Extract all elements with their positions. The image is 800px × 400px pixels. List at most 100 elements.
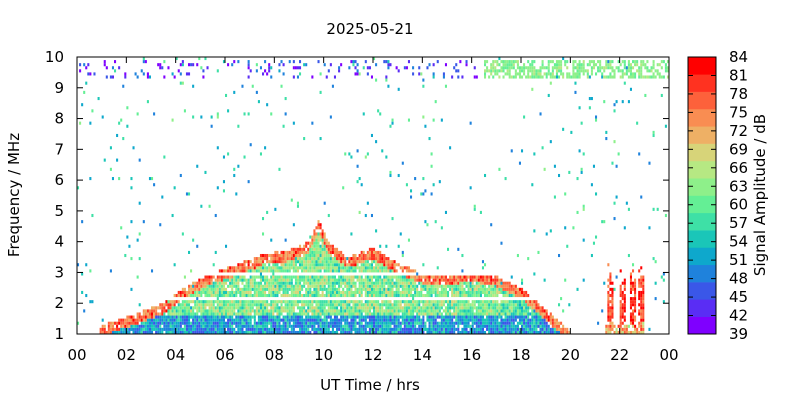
heatmap-cell: [144, 315, 147, 319]
heatmap-cell: [504, 281, 507, 285]
heatmap-cell: [453, 303, 456, 307]
heatmap-cell: [225, 293, 228, 298]
heatmap-cell: [270, 253, 273, 258]
x-tick-label: 12: [363, 346, 382, 364]
heatmap-cell: [539, 321, 542, 325]
heatmap-cell: [662, 300, 665, 304]
heatmap-cell: [405, 275, 408, 279]
heatmap-cell: [239, 324, 242, 328]
heatmap-cell: [225, 275, 228, 279]
heatmap-cell: [331, 266, 334, 270]
heatmap-cell: [253, 263, 256, 267]
heatmap-cell: [496, 318, 499, 322]
heatmap-cell: [387, 287, 390, 291]
heatmap-cell: [389, 321, 392, 325]
heatmap-cell: [428, 284, 431, 288]
heatmap-cell: [262, 315, 265, 319]
heatmap-cell: [494, 324, 497, 328]
heatmap-cell: [284, 275, 287, 279]
heatmap-cell: [498, 324, 501, 328]
heatmap-cell: [420, 278, 423, 282]
heatmap-cell: [471, 303, 474, 307]
heatmap-cell: [391, 275, 394, 279]
heatmap-cell: [282, 318, 285, 322]
heatmap-cell: [331, 257, 334, 261]
heatmap-cell: [453, 315, 456, 319]
heatmap-cell: [259, 330, 262, 334]
heatmap-cell: [484, 72, 487, 76]
heatmap-cell: [393, 300, 396, 304]
heatmap-cell: [292, 290, 295, 294]
heatmap-cell: [181, 293, 184, 298]
heatmap-cell: [498, 57, 501, 61]
heatmap-cell: [416, 287, 419, 291]
heatmap-cell: [420, 192, 423, 196]
heatmap-cell: [375, 309, 378, 313]
heatmap-cell: [243, 321, 246, 325]
heatmap-cell: [426, 312, 429, 316]
heatmap-cell: [508, 293, 511, 298]
heatmap-cell: [467, 315, 470, 319]
heatmap-cell: [284, 303, 287, 307]
heatmap-cell: [206, 287, 209, 291]
heatmap-cell: [268, 63, 271, 67]
heatmap-cell: [151, 327, 154, 331]
heatmap-cell: [315, 235, 318, 239]
heatmap-cell: [360, 250, 363, 254]
heatmap-cell: [146, 327, 149, 331]
heatmap-cell: [387, 312, 390, 316]
heatmap-cell: [161, 303, 164, 307]
heatmap-cell: [284, 293, 287, 298]
heatmap-cell: [179, 63, 182, 67]
heatmap-cell: [247, 318, 250, 322]
heatmap-cell: [327, 290, 330, 294]
heatmap-cell: [340, 63, 343, 67]
heatmap-cell: [204, 170, 207, 174]
heatmap-cell: [204, 278, 207, 282]
heatmap-cell: [414, 290, 417, 294]
heatmap-cell: [190, 300, 193, 304]
heatmap-cell: [259, 260, 262, 264]
heatmap-cell: [416, 293, 419, 298]
heatmap-cell: [379, 269, 382, 273]
heatmap-cell: [264, 60, 267, 64]
heatmap-cell: [274, 269, 277, 273]
colorbar-tick-label: 72: [729, 122, 748, 140]
y-tick-label: 6: [54, 171, 64, 189]
heatmap-cell: [632, 315, 635, 319]
heatmap-cell: [118, 321, 121, 325]
heatmap-cell: [469, 318, 472, 322]
heatmap-cell: [336, 312, 339, 316]
heatmap-cell: [551, 327, 554, 331]
heatmap-cell: [315, 278, 318, 282]
heatmap-cell: [358, 327, 361, 331]
heatmap-cell: [488, 324, 491, 328]
heatmap-cell: [190, 287, 193, 291]
heatmap-cell: [288, 303, 291, 307]
heatmap-cell: [192, 315, 195, 319]
heatmap-cell: [249, 266, 252, 270]
heatmap-cell: [159, 303, 162, 307]
heatmap-cell: [379, 266, 382, 270]
heatmap-cell: [551, 75, 554, 79]
heatmap-cell: [393, 284, 396, 288]
heatmap-cell: [344, 260, 347, 264]
heatmap-cell: [629, 315, 632, 319]
heatmap-cell: [368, 293, 371, 298]
heatmap-cell: [313, 309, 316, 313]
heatmap-cell: [290, 318, 293, 322]
heatmap-cell: [373, 260, 376, 264]
heatmap-cell: [457, 281, 460, 285]
heatmap-cell: [354, 306, 357, 310]
heatmap-cell: [459, 321, 462, 325]
heatmap-cell: [319, 278, 322, 282]
colorbar-swatch: [688, 91, 716, 110]
heatmap-cell: [290, 300, 293, 304]
heatmap-cell: [239, 266, 242, 270]
heatmap-cell: [516, 287, 519, 291]
heatmap-cell: [379, 312, 382, 316]
heatmap-cell: [348, 66, 351, 70]
heatmap-cell: [301, 303, 304, 307]
heatmap-cell: [469, 278, 472, 282]
heatmap-cell: [144, 330, 147, 334]
